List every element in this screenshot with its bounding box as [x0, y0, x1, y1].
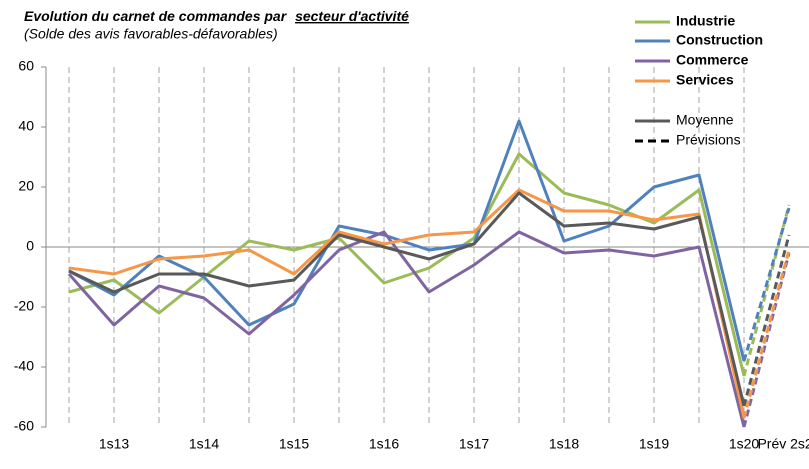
- chart-title: Evolution du carnet de commandes par sec…: [24, 8, 409, 24]
- series-line: [67, 230, 746, 428]
- y-tick-label: -60: [14, 418, 34, 434]
- x-tick-label: 1s18: [549, 436, 580, 452]
- x-tick-label: 1s14: [189, 436, 220, 452]
- y-tick-label: -20: [14, 298, 34, 314]
- x-tick-label: 1s19: [639, 436, 670, 452]
- x-tick-label: 1s20: [729, 436, 760, 452]
- forecast-line: [742, 207, 791, 362]
- legend-label: Commerce: [676, 52, 749, 68]
- legend-label: Construction: [676, 32, 763, 48]
- forecast-line: [742, 234, 791, 407]
- title-part: secteur d'activité: [295, 8, 409, 24]
- y-tick-label: -40: [14, 358, 34, 374]
- title-part: Evolution du carnet de commandes par: [24, 8, 288, 24]
- series-line: [68, 119, 746, 362]
- x-tick-label: Prév 2s20: [757, 436, 809, 452]
- legend-label: Industrie: [676, 13, 735, 29]
- y-tick-label: 20: [18, 178, 34, 194]
- y-tick-label: 60: [18, 58, 34, 74]
- x-tick-label: 1s16: [369, 436, 400, 452]
- forecast-line: [742, 252, 791, 428]
- forecast-line: [742, 249, 791, 419]
- x-tick-label: 1s13: [99, 436, 130, 452]
- series-line: [68, 152, 746, 377]
- legend-label: Services: [676, 72, 734, 88]
- legend-label: Moyenne: [676, 112, 734, 128]
- x-tick-label: 1s17: [459, 436, 490, 452]
- y-tick-label: 40: [18, 118, 34, 134]
- x-tick-label: 1s15: [279, 436, 310, 452]
- y-tick-label: 0: [26, 238, 34, 254]
- series-line: [68, 191, 746, 407]
- legend-label: Prévisions: [676, 132, 741, 148]
- series-line: [68, 188, 746, 419]
- chart-subtitle: (Solde des avis favorables-défavorables): [24, 26, 278, 42]
